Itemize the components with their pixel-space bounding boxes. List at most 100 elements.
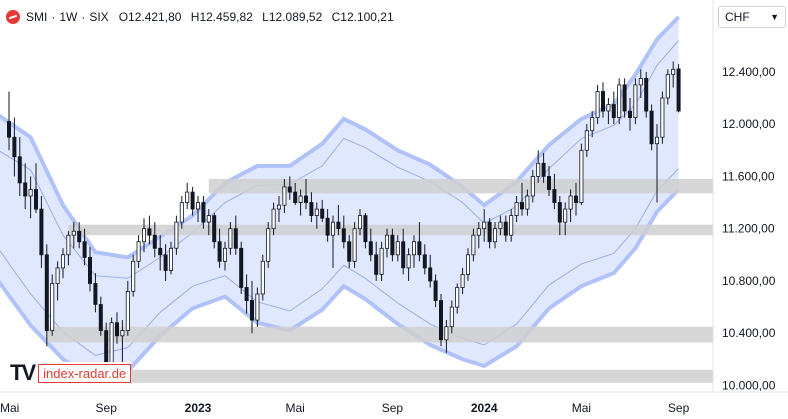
candle[interactable] — [557, 196, 562, 236]
candle[interactable] — [363, 213, 368, 249]
sr-zone-4[interactable] — [122, 369, 713, 383]
candle[interactable] — [293, 182, 298, 206]
interval-label[interactable]: 1W — [59, 10, 78, 24]
candle[interactable] — [595, 84, 600, 125]
candle[interactable] — [55, 261, 60, 301]
candle[interactable] — [125, 280, 130, 336]
candle[interactable] — [379, 241, 384, 281]
symbol-name[interactable]: SMI — [26, 10, 48, 24]
candle[interactable] — [341, 215, 346, 249]
candle[interactable] — [417, 222, 422, 262]
candle[interactable] — [141, 218, 146, 253]
candle[interactable] — [309, 192, 314, 223]
candle[interactable] — [71, 222, 76, 249]
candle[interactable] — [455, 283, 460, 314]
candle[interactable] — [438, 294, 443, 347]
candle[interactable] — [88, 247, 93, 292]
candle[interactable] — [131, 254, 136, 297]
candle[interactable] — [476, 222, 481, 249]
candle[interactable] — [536, 150, 541, 183]
candle[interactable] — [498, 215, 503, 236]
candle[interactable] — [12, 117, 17, 177]
candle[interactable] — [152, 222, 157, 258]
candle[interactable] — [28, 176, 33, 219]
candle[interactable] — [298, 189, 303, 216]
candle[interactable] — [563, 202, 568, 236]
candle[interactable] — [98, 296, 103, 336]
candle[interactable] — [271, 202, 276, 236]
candle[interactable] — [115, 312, 120, 344]
sr-zone-3[interactable] — [46, 326, 714, 343]
candle[interactable] — [206, 209, 211, 236]
candle[interactable] — [39, 196, 44, 268]
candle[interactable] — [249, 280, 254, 334]
candle[interactable] — [633, 78, 638, 125]
candle[interactable] — [163, 244, 168, 281]
sr-zone-2[interactable] — [68, 224, 713, 236]
candle[interactable] — [347, 235, 352, 268]
candle[interactable] — [303, 179, 308, 210]
candle[interactable] — [525, 189, 530, 216]
candle[interactable] — [655, 124, 660, 203]
candle[interactable] — [487, 218, 492, 249]
candle[interactable] — [228, 222, 233, 255]
candle[interactable] — [190, 186, 195, 216]
candle[interactable] — [395, 235, 400, 262]
candle[interactable] — [644, 71, 649, 118]
candle[interactable] — [147, 215, 152, 245]
candle[interactable] — [514, 196, 519, 223]
candle[interactable] — [195, 196, 200, 223]
candle[interactable] — [66, 231, 71, 266]
candle[interactable] — [606, 98, 611, 125]
candle[interactable] — [628, 98, 633, 131]
candle[interactable] — [77, 222, 82, 249]
candle[interactable] — [574, 182, 579, 216]
candle[interactable] — [136, 235, 141, 268]
candle[interactable] — [212, 213, 217, 249]
candle[interactable] — [579, 143, 584, 206]
candle[interactable] — [492, 222, 497, 249]
candle[interactable] — [314, 202, 319, 229]
candle[interactable] — [82, 228, 87, 266]
candle[interactable] — [611, 91, 616, 125]
candle[interactable] — [44, 244, 49, 347]
candle[interactable] — [222, 241, 227, 271]
candle[interactable] — [547, 165, 552, 196]
candle[interactable] — [357, 209, 362, 236]
candle[interactable] — [50, 274, 55, 336]
sr-zone-1[interactable] — [208, 179, 714, 194]
candle[interactable] — [460, 267, 465, 294]
candle[interactable] — [530, 169, 535, 203]
candle[interactable] — [374, 241, 379, 281]
candle[interactable] — [541, 152, 546, 183]
candle[interactable] — [422, 244, 427, 275]
candle[interactable] — [239, 241, 244, 294]
candle[interactable] — [282, 179, 287, 213]
candle[interactable] — [471, 228, 476, 262]
candle[interactable] — [482, 209, 487, 242]
candle[interactable] — [509, 209, 514, 242]
candle[interactable] — [352, 222, 357, 268]
candle[interactable] — [590, 111, 595, 138]
candle[interactable] — [233, 215, 238, 255]
candle[interactable] — [276, 196, 281, 223]
candle[interactable] — [260, 254, 265, 301]
currency-selector[interactable]: CHF ▼ — [718, 6, 786, 28]
candle[interactable] — [244, 274, 249, 314]
candle[interactable] — [201, 196, 206, 229]
candle[interactable] — [61, 248, 66, 279]
candle[interactable] — [23, 163, 28, 210]
candle[interactable] — [406, 248, 411, 281]
candle[interactable] — [649, 104, 654, 151]
candle[interactable] — [7, 91, 12, 151]
candle[interactable] — [368, 228, 373, 262]
candle[interactable] — [465, 248, 470, 281]
candle[interactable] — [622, 78, 627, 118]
candle[interactable] — [401, 228, 406, 275]
candle[interactable] — [17, 137, 22, 196]
candle[interactable] — [384, 228, 389, 258]
candle[interactable] — [449, 300, 454, 334]
candle[interactable] — [676, 64, 681, 113]
candle[interactable] — [158, 235, 163, 271]
